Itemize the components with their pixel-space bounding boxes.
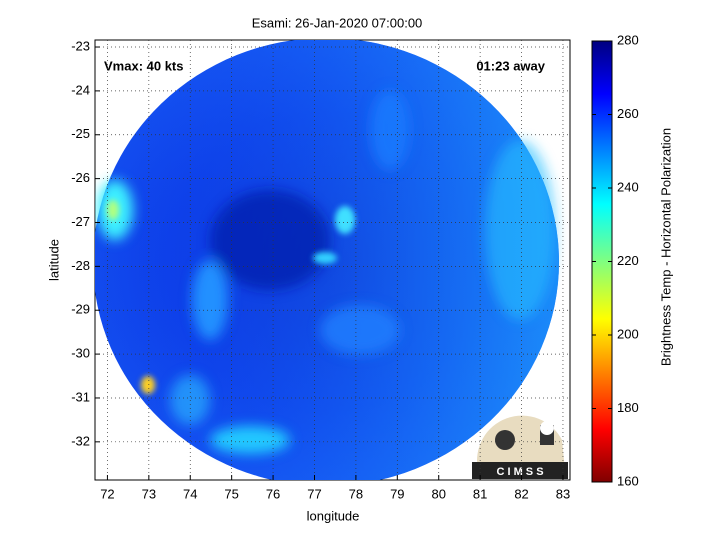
colorbar-tick-label: 260 — [617, 106, 639, 121]
colorbar-tick-label: 240 — [617, 179, 639, 194]
colorbar-tick-label: 200 — [617, 326, 639, 341]
logo-text: C I M S S — [496, 466, 543, 478]
colorbar-tick-label: 280 — [617, 32, 639, 47]
x-tick-label: 73 — [142, 486, 156, 501]
swath-image — [95, 40, 559, 480]
x-axis-label: longitude — [307, 508, 360, 523]
x-tick-label: 82 — [514, 486, 528, 501]
colorbar-label: Brightness Temp - Horizontal Polarizatio… — [658, 128, 673, 366]
y-tick-label: -25 — [71, 126, 90, 141]
colorbar-tick-label: 180 — [617, 400, 639, 415]
y-tick-label: -23 — [71, 38, 90, 53]
colorbar-tick-label: 160 — [617, 473, 639, 488]
x-tick-label: 76 — [266, 486, 280, 501]
y-tick-label: -26 — [71, 170, 90, 185]
y-tick-label: -31 — [71, 389, 90, 404]
x-tick-label: 75 — [224, 486, 238, 501]
x-tick-label: 78 — [349, 486, 363, 501]
y-tick-label: -32 — [71, 433, 90, 448]
x-tick-label: 77 — [307, 486, 321, 501]
x-tick-label: 79 — [390, 486, 404, 501]
y-axis-label: latitude — [46, 239, 61, 281]
x-tick-label: 80 — [431, 486, 445, 501]
annotation: 01:23 away — [476, 58, 545, 73]
chart-title: Esami: 26-Jan-2020 07:00:00 — [252, 15, 423, 30]
logo: C I M S S — [472, 415, 568, 479]
x-tick-label: 81 — [473, 486, 487, 501]
y-tick-label: -28 — [71, 258, 90, 273]
annotation: Vmax: 40 kts — [104, 58, 184, 73]
y-tick-label: -30 — [71, 346, 90, 361]
x-tick-label: 74 — [183, 486, 197, 501]
x-tick-label: 72 — [100, 486, 114, 501]
y-tick-label: -29 — [71, 302, 90, 317]
x-tick-label: 83 — [556, 486, 570, 501]
y-tick-label: -24 — [71, 82, 90, 97]
y-tick-label: -27 — [71, 214, 90, 229]
colorbar-tick-label: 220 — [617, 253, 639, 268]
